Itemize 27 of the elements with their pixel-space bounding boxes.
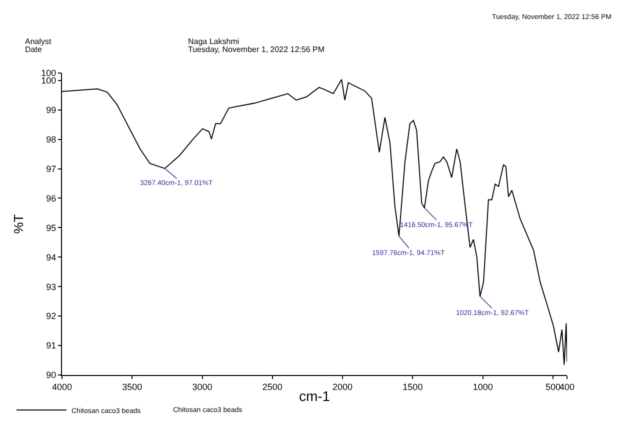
x-tick-label: 1000 [472, 382, 493, 392]
y-tick-label: 94 [46, 252, 56, 262]
x-tick-label: 1500 [402, 382, 423, 392]
y-tick-label: 91 [46, 340, 56, 351]
y-tick-label: 96 [46, 193, 56, 204]
x-tick-label: 500 [545, 382, 560, 392]
text: Date [25, 45, 42, 54]
x-tick-label: 3500 [122, 382, 142, 392]
text: Naga Lakshmi [188, 37, 240, 46]
y-tick-label: 95 [46, 222, 56, 233]
y-tick-label: 99 [46, 104, 56, 115]
y-tick-label: 97 [46, 164, 56, 174]
text: Analyst [25, 37, 52, 46]
y-axis-title: %T [11, 214, 26, 234]
y-tick-label: 100 [41, 68, 56, 78]
x-tick-label: 2000 [332, 382, 353, 392]
y-tick-label: 92 [46, 311, 56, 322]
y-tick-label: 98 [46, 134, 56, 144]
x-axis-title: cm-1 [298, 388, 330, 404]
y-tick-label: 100 [41, 76, 56, 86]
x-tick-label: 400 [559, 382, 575, 392]
x-tick-label: 4000 [52, 382, 72, 392]
y-tick-label: 90 [46, 370, 56, 380]
x-tick-label: 2500 [262, 382, 282, 392]
text: Tuesday, November 1, 2022 12:56 PM [188, 45, 325, 54]
y-tick-label: 93 [46, 282, 56, 292]
x-tick-label: 3000 [192, 382, 212, 392]
